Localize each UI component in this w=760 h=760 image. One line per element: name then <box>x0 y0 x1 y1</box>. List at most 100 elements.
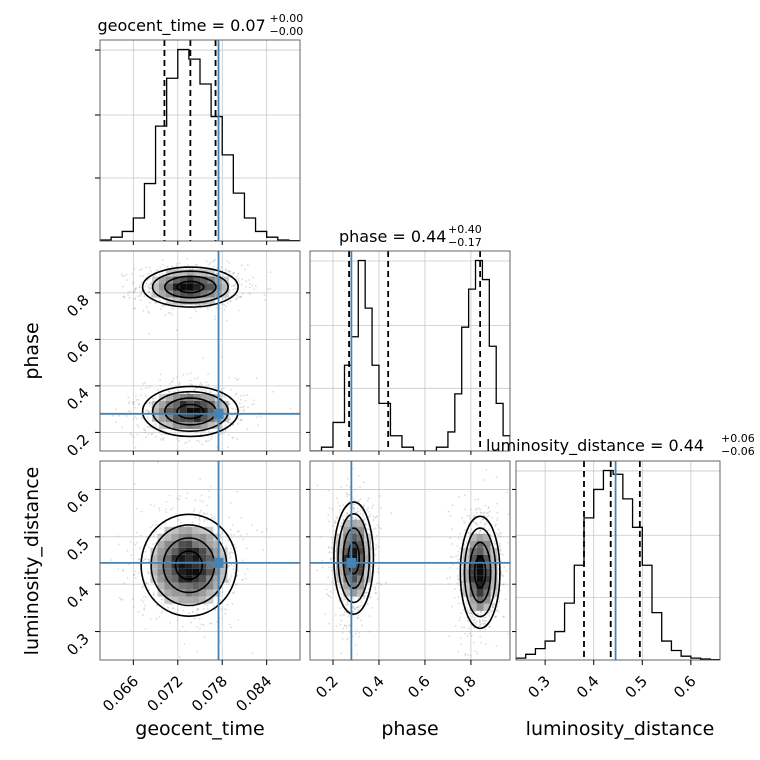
sample-point <box>224 429 227 431</box>
sample-point <box>129 410 131 413</box>
density-cell <box>185 540 193 548</box>
sample-point <box>329 590 332 593</box>
sample-point <box>201 430 204 433</box>
sample-point <box>316 569 319 572</box>
sample-point <box>179 630 181 633</box>
sample-point <box>142 559 145 562</box>
lumdist-xtick-tick-label: 0.5 <box>622 672 652 702</box>
sample-point <box>163 433 166 436</box>
sample-point <box>495 609 498 612</box>
sample-point <box>189 383 192 386</box>
sample-point <box>208 390 211 393</box>
sample-point <box>488 611 491 614</box>
sample-point <box>159 373 162 376</box>
sample-point <box>490 534 493 537</box>
sample-point <box>176 608 179 611</box>
sample-point <box>118 596 121 599</box>
sample-point <box>485 521 488 524</box>
density-cell <box>350 540 358 548</box>
sample-point <box>241 559 244 561</box>
xlabel-phase: phase <box>381 718 438 740</box>
sample-point <box>148 402 151 404</box>
density-cell <box>476 603 484 611</box>
sample-point <box>450 528 453 531</box>
sample-point <box>168 382 171 385</box>
sample-point <box>117 535 120 538</box>
sample-point <box>356 617 359 619</box>
sample-point <box>212 265 215 268</box>
sample-point <box>495 609 498 612</box>
sample-point <box>149 266 152 269</box>
sample-point <box>148 286 151 289</box>
sample-point <box>336 497 339 500</box>
sample-point <box>205 390 208 393</box>
sample-point <box>356 596 359 599</box>
density-cell <box>199 589 207 597</box>
sample-point <box>147 583 150 585</box>
density-cell <box>336 547 344 555</box>
sample-point <box>231 407 234 410</box>
sample-point <box>336 584 339 587</box>
sample-point <box>488 614 491 617</box>
density-cell <box>343 526 351 534</box>
sample-point <box>496 532 499 535</box>
sample-point <box>147 386 150 389</box>
sample-point <box>479 610 482 613</box>
sample-point <box>145 582 148 585</box>
density-cell <box>193 407 201 415</box>
sample-point <box>146 279 149 282</box>
sample-point <box>466 634 469 637</box>
sample-point <box>474 498 476 501</box>
sample-point <box>134 446 137 449</box>
density-cell <box>157 561 165 569</box>
sample-point <box>209 391 212 394</box>
sample-point <box>191 611 194 613</box>
density-cell <box>483 533 491 541</box>
sample-point <box>186 373 189 376</box>
density-cell <box>199 533 207 541</box>
sample-point <box>495 476 498 478</box>
sample-point <box>211 435 213 438</box>
sample-point <box>357 616 360 619</box>
sample-point <box>367 507 369 509</box>
sample-point <box>251 652 254 654</box>
sample-point <box>376 535 379 537</box>
sample-point <box>479 508 482 511</box>
sample-point <box>484 504 487 507</box>
sample-point <box>200 431 203 433</box>
sample-point <box>196 650 199 653</box>
sample-point <box>451 605 453 608</box>
sample-point <box>499 547 501 550</box>
sample-point <box>171 604 173 606</box>
density-cell <box>221 407 229 415</box>
sample-point <box>145 557 147 560</box>
density-cell <box>200 414 208 422</box>
sample-point <box>502 583 505 586</box>
density-cell <box>469 596 477 604</box>
sample-point <box>199 304 201 306</box>
sample-point <box>378 582 381 585</box>
density-cell <box>179 290 187 298</box>
sample-point <box>223 297 225 300</box>
sample-point <box>234 248 236 250</box>
sample-point <box>490 544 492 547</box>
density-cell <box>157 540 165 548</box>
sample-point <box>224 612 227 615</box>
sample-point <box>346 495 348 498</box>
sample-point <box>328 551 331 554</box>
density-cell <box>158 414 166 422</box>
sample-point <box>135 507 138 510</box>
sample-point <box>359 512 362 515</box>
sample-point <box>195 387 197 390</box>
sample-point <box>195 263 198 266</box>
sample-point <box>479 623 482 626</box>
sample-point <box>352 597 355 600</box>
sample-point <box>193 617 196 620</box>
sample-point <box>143 608 146 611</box>
sample-point <box>164 522 166 525</box>
sample-point <box>495 645 498 648</box>
density-cell <box>179 407 187 415</box>
sample-point <box>115 408 118 411</box>
sample-point <box>203 520 205 522</box>
density-cell <box>171 540 179 548</box>
